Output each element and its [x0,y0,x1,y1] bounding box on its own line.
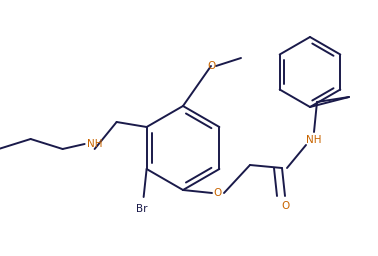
Text: NH: NH [306,135,322,145]
Text: O: O [214,188,222,198]
Text: NH: NH [87,139,102,149]
Text: Br: Br [136,204,147,214]
Text: O: O [207,61,215,71]
Text: O: O [281,201,289,211]
